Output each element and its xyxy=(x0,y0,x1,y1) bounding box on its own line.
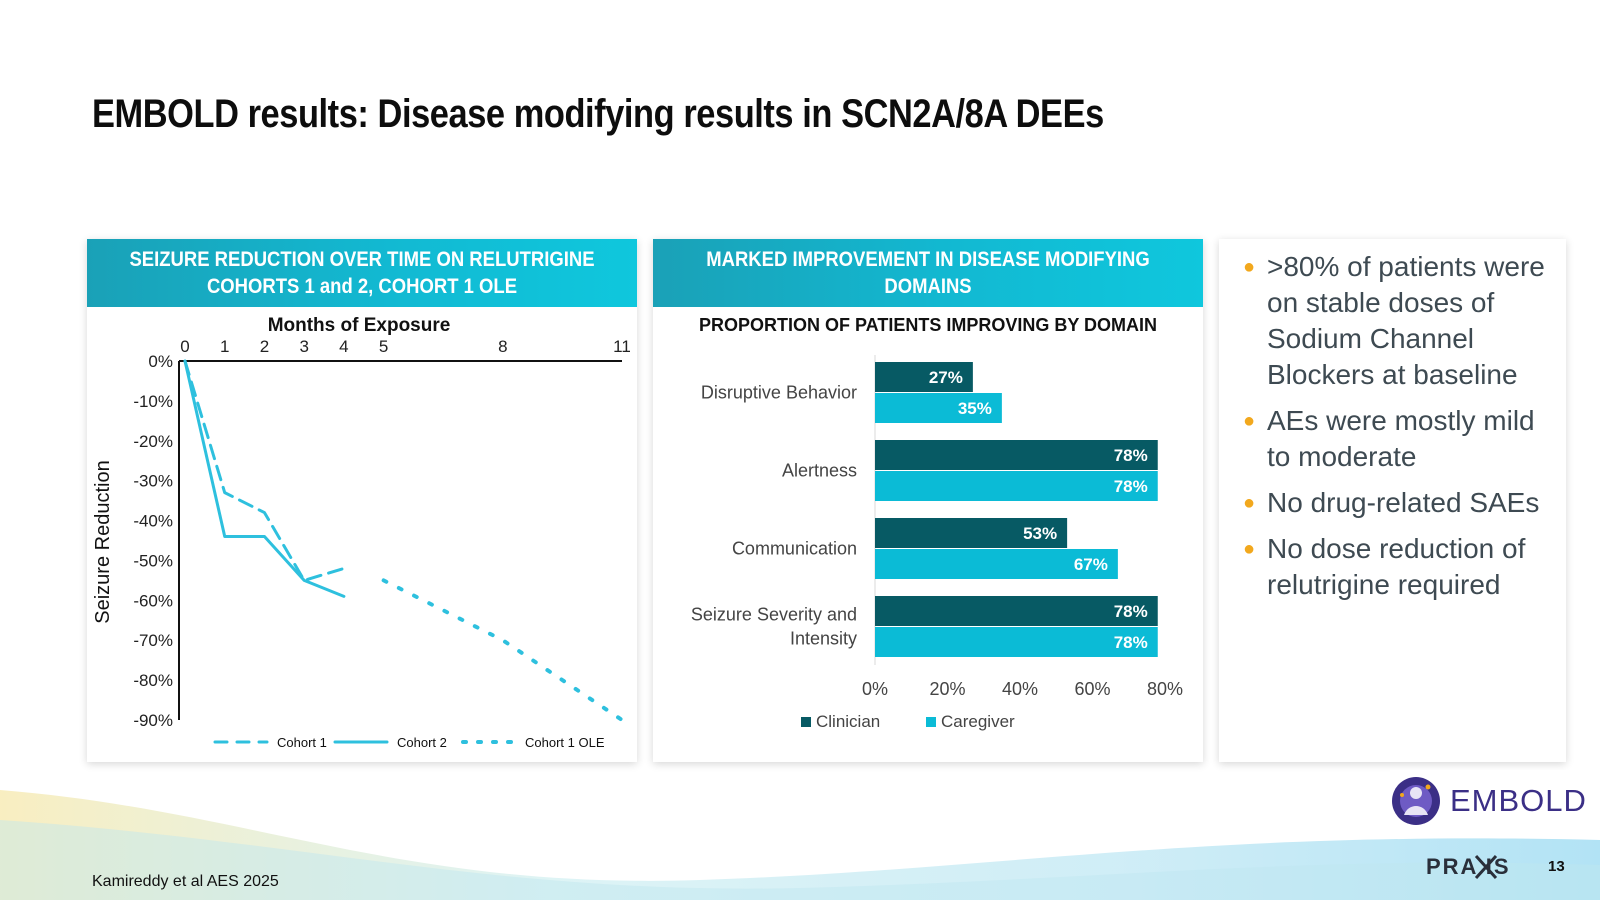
bar-value-label: 78% xyxy=(1114,446,1148,465)
y-tick-label: 0% xyxy=(148,352,173,371)
y-tick-label: -50% xyxy=(133,551,173,570)
y-tick-label: -90% xyxy=(133,711,173,730)
legend-label: Cohort 2 xyxy=(397,735,447,750)
bar-value-label: 35% xyxy=(958,399,992,418)
x-tick-label: 3 xyxy=(299,337,308,356)
series-line-cohort-1 xyxy=(183,359,346,582)
praxis-logo: PRA IS xyxy=(1426,854,1511,880)
bar-value-label: 78% xyxy=(1114,477,1148,496)
y-tick-label: -30% xyxy=(133,472,173,491)
legend-label: Cohort 1 OLE xyxy=(525,735,605,750)
series-line-cohort-1-ole xyxy=(381,578,624,722)
x-tick-label: 0% xyxy=(862,679,888,699)
bullet-item: ● >80% of patients were on stable doses o… xyxy=(1243,251,1545,390)
y-tick-label: -10% xyxy=(133,392,173,411)
bar-value-label: 67% xyxy=(1074,555,1108,574)
x-tick-label: 0 xyxy=(180,337,189,356)
domains-bar-chart: PROPORTION OF PATIENTS IMPROVING BY DOMA… xyxy=(691,315,1183,731)
domains-panel: MARKED IMPROVEMENT IN DISEASE MODIFYING … xyxy=(653,239,1203,762)
bar-caregiver xyxy=(875,393,1002,423)
domains-header-line2: DOMAINS xyxy=(884,275,972,298)
bullet-dot-icon: ● xyxy=(1243,256,1256,278)
x-tick-label: 11 xyxy=(613,337,631,356)
domains-header-line1: MARKED IMPROVEMENT IN DISEASE MODIFYING xyxy=(706,248,1150,271)
seizure-panel-header: SEIZURE REDUCTION OVER TIME ON RELUTRIGI… xyxy=(87,239,637,307)
seizure-header-line2: COHORTS 1 and 2, COHORT 1 OLE xyxy=(206,275,518,298)
summary-bullets: ● >80% of patients were on stable doses o… xyxy=(1219,239,1566,603)
bar-chart-title: PROPORTION OF PATIENTS IMPROVING BY DOMA… xyxy=(699,315,1157,335)
seizure-header-line1: SEIZURE REDUCTION OVER TIME ON RELUTRIGI… xyxy=(129,248,595,271)
category-label: Alertness xyxy=(782,461,857,481)
bullet-dot-icon: ● xyxy=(1243,492,1256,514)
x-axis-title: Months of Exposure xyxy=(268,315,451,336)
y-tick-label: -70% xyxy=(133,631,173,650)
bullet-item: ● No dose reduction of relutrigine requir… xyxy=(1243,533,1526,600)
bullet-item: ● No drug-related SAEs xyxy=(1241,485,1548,521)
x-tick-label: 60% xyxy=(1074,679,1110,699)
bullet-dot-icon: ● xyxy=(1243,538,1256,560)
bar-value-label: 27% xyxy=(929,368,963,387)
bullet-dot-icon: ● xyxy=(1243,410,1256,432)
citation-footnote: Kamireddy et al AES 2025 xyxy=(92,873,279,890)
legend-swatch xyxy=(926,717,936,727)
series-line-cohort-2 xyxy=(183,359,346,598)
y-tick-label: -80% xyxy=(133,671,173,690)
bullet-item: ● AEs were mostly mild to moderate xyxy=(1243,405,1535,472)
legend-label: Cohort 1 xyxy=(277,735,327,750)
bar-clinician xyxy=(875,596,1158,626)
bar-clinician xyxy=(875,362,973,392)
legend-swatch xyxy=(801,717,811,727)
x-tick-label: 20% xyxy=(929,679,965,699)
y-tick-label: -60% xyxy=(133,591,173,610)
y-tick-label: -20% xyxy=(133,432,173,451)
x-tick-label: 40% xyxy=(1002,679,1038,699)
y-axis-title: Seizure Reduction xyxy=(92,460,114,623)
category-label: Intensity xyxy=(790,629,857,649)
seizure-line-chart: Months of Exposure 0 1 2 3 4 5 8 11 0% -10% -20% -30… xyxy=(92,315,631,750)
x-tick-label: 80% xyxy=(1147,679,1183,699)
embold-logo-text: EMBOLD xyxy=(1450,783,1587,818)
embold-logo: EMBOLD xyxy=(1390,770,1590,832)
y-tick-label: -40% xyxy=(133,512,173,531)
embold-logo-icon xyxy=(1392,777,1440,825)
legend-label: Caregiver xyxy=(941,712,1015,731)
praxis-x-icon xyxy=(1474,854,1498,880)
x-tick-label: 2 xyxy=(260,337,269,356)
domains-panel-header: MARKED IMPROVEMENT IN DISEASE MODIFYING … xyxy=(653,239,1203,307)
x-tick-label: 1 xyxy=(220,337,229,356)
category-label: Communication xyxy=(732,539,857,559)
x-tick-label: 8 xyxy=(498,337,507,356)
bar-caregiver xyxy=(875,471,1158,501)
x-tick-label: 5 xyxy=(379,337,388,356)
bar-value-label: 78% xyxy=(1114,602,1148,621)
category-label: Disruptive Behavior xyxy=(701,383,857,403)
x-tick-label: 4 xyxy=(339,337,348,356)
bar-value-label: 53% xyxy=(1023,524,1057,543)
seizure-reduction-panel: SEIZURE REDUCTION OVER TIME ON RELUTRIGI… xyxy=(87,239,637,762)
bar-caregiver xyxy=(875,627,1158,657)
bar-clinician xyxy=(875,440,1158,470)
bar-clinician xyxy=(875,518,1068,548)
legend-label: Clinician xyxy=(816,712,880,731)
bar-caregiver xyxy=(875,549,1118,579)
summary-panel: ● >80% of patients were on stable doses o… xyxy=(1219,239,1566,762)
page-title: EMBOLD results: Disease modifying result… xyxy=(92,92,1104,136)
bar-value-label: 78% xyxy=(1114,633,1148,652)
page-number: 13 xyxy=(1548,858,1565,875)
category-label: Seizure Severity and xyxy=(691,605,857,625)
